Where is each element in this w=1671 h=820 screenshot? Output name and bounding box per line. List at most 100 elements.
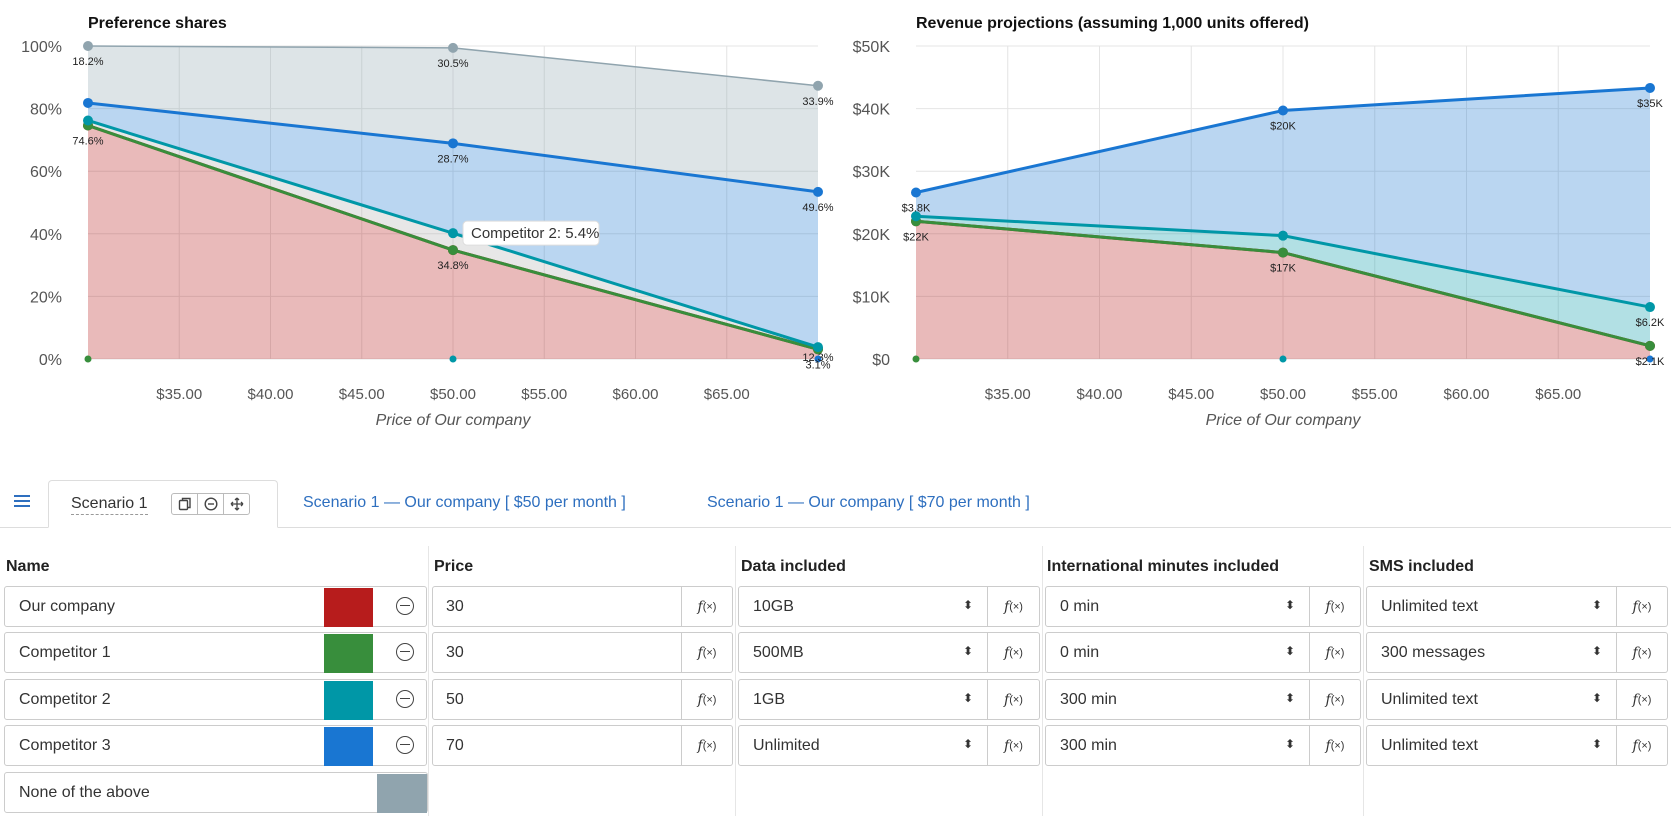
scenario-name[interactable]: Scenario 1	[71, 495, 148, 515]
row-name: Competitor 3	[19, 737, 111, 754]
remove-row-icon[interactable]	[396, 643, 414, 661]
fx-button[interactable]: f (×)	[1617, 679, 1668, 720]
fx-button[interactable]: f (×)	[988, 632, 1040, 673]
data-point	[83, 41, 93, 51]
baseline-point	[1279, 355, 1287, 363]
data-select[interactable]: 500MB ⬍	[738, 632, 988, 673]
x-tick-label: $65.00	[1535, 386, 1581, 403]
select-arrows-icon: ⬍	[963, 737, 974, 751]
fx-button[interactable]: f (×)	[1617, 632, 1668, 673]
data-select[interactable]: Unlimited ⬍	[738, 725, 988, 766]
y-tick-label: 60%	[30, 164, 62, 181]
fx-button[interactable]: f (×)	[988, 586, 1040, 627]
chart-title: Revenue projections (assuming 1,000 unit…	[916, 15, 1309, 32]
price-value: 30	[446, 644, 464, 661]
series-area	[88, 46, 818, 192]
data-select[interactable]: 1GB ⬍	[738, 679, 988, 720]
price-input[interactable]: 50	[432, 679, 682, 720]
price-input[interactable]: 30	[432, 586, 682, 627]
data-point	[813, 186, 823, 197]
data-value: 10GB	[753, 598, 794, 615]
intl-value: 300 min	[1060, 691, 1117, 708]
sms-select[interactable]: Unlimited text ⬍	[1366, 679, 1617, 720]
name-field[interactable]: Our company	[4, 586, 427, 627]
select-arrows-icon: ⬍	[1592, 737, 1603, 751]
intl-select[interactable]: 300 min ⬍	[1045, 725, 1310, 766]
fx-button[interactable]: f (×)	[682, 586, 733, 627]
series-area	[916, 216, 1650, 346]
name-field[interactable]: Competitor 1	[4, 632, 427, 673]
intl-select[interactable]: 0 min ⬍	[1045, 586, 1310, 627]
color-swatch[interactable]	[324, 727, 373, 766]
data-label: $35K	[1637, 98, 1663, 110]
fx-button[interactable]: f (×)	[1617, 586, 1668, 627]
remove-row-icon[interactable]	[396, 736, 414, 754]
tab-scenario-50[interactable]: Scenario 1 — Our company [ $50 per month…	[303, 494, 626, 511]
name-field[interactable]: Competitor 2	[4, 679, 427, 720]
fx-button[interactable]: f (×)	[988, 725, 1040, 766]
tab-tools	[171, 493, 250, 515]
copy-icon[interactable]	[171, 493, 198, 515]
data-label: $17K	[1270, 263, 1296, 275]
fx-button[interactable]: f (×)	[682, 679, 733, 720]
move-icon[interactable]	[223, 493, 250, 515]
minus-circle-icon[interactable]	[197, 493, 224, 515]
data-select[interactable]: 10GB ⬍	[738, 586, 988, 627]
select-arrows-icon: ⬍	[1592, 691, 1603, 705]
x-tick-label: $45.00	[339, 386, 385, 403]
color-swatch[interactable]	[324, 634, 373, 673]
select-arrows-icon: ⬍	[963, 598, 974, 612]
hamburger-icon[interactable]	[14, 492, 36, 512]
tabs-divider	[0, 527, 1671, 528]
intl-select[interactable]: 300 min ⬍	[1045, 679, 1310, 720]
remove-row-icon[interactable]	[396, 690, 414, 708]
baseline-point	[1646, 355, 1654, 363]
fx-button[interactable]: f (×)	[1617, 725, 1668, 766]
x-axis-label: Price of Our company	[376, 412, 532, 429]
data-point	[1278, 230, 1288, 241]
data-label: $2.1K	[1636, 356, 1665, 368]
data-label: $3.8K	[902, 202, 931, 214]
x-tick-label: $35.00	[985, 386, 1031, 403]
fx-button[interactable]: f (×)	[1310, 679, 1361, 720]
price-input[interactable]: 30	[432, 632, 682, 673]
x-tick-label: $60.00	[1444, 386, 1490, 403]
fx-button[interactable]: f (×)	[1310, 586, 1361, 627]
price-input[interactable]: 70	[432, 725, 682, 766]
data-point	[448, 245, 458, 256]
y-tick-label: $0	[872, 352, 890, 369]
none-row[interactable]: None of the above	[4, 772, 428, 813]
y-tick-label: $30K	[853, 164, 891, 181]
remove-row-icon[interactable]	[396, 597, 414, 615]
fx-button[interactable]: f (×)	[682, 725, 733, 766]
fx-button[interactable]: f (×)	[1310, 632, 1361, 673]
header-data: Data included	[741, 558, 846, 575]
color-swatch[interactable]	[377, 774, 427, 813]
tab-scenario-1[interactable]: Scenario 1	[48, 480, 278, 528]
sms-select[interactable]: 300 messages ⬍	[1366, 632, 1617, 673]
fx-button[interactable]: f (×)	[682, 632, 733, 673]
select-arrows-icon: ⬍	[1285, 691, 1296, 705]
data-label: $22K	[903, 231, 929, 243]
data-point	[448, 228, 458, 239]
baseline-point	[84, 355, 92, 363]
intl-value: 300 min	[1060, 737, 1117, 754]
name-field[interactable]: Competitor 3	[4, 725, 427, 766]
revenue-projections-svg: Revenue projections (assuming 1,000 unit…	[853, 15, 1665, 429]
color-swatch[interactable]	[324, 588, 373, 627]
x-axis-label: Price of Our company	[1206, 412, 1362, 429]
intl-select[interactable]: 0 min ⬍	[1045, 632, 1310, 673]
select-arrows-icon: ⬍	[963, 691, 974, 705]
color-swatch[interactable]	[324, 681, 373, 720]
sms-value: Unlimited text	[1381, 598, 1478, 615]
data-label: 49.6%	[802, 202, 833, 214]
sms-select[interactable]: Unlimited text ⬍	[1366, 586, 1617, 627]
tab-scenario-70[interactable]: Scenario 1 — Our company [ $70 per month…	[707, 494, 1030, 511]
fx-button[interactable]: f (×)	[1310, 725, 1361, 766]
column-separator	[1363, 546, 1364, 816]
fx-button[interactable]: f (×)	[988, 679, 1040, 720]
sms-select[interactable]: Unlimited text ⬍	[1366, 725, 1617, 766]
data-value: 1GB	[753, 691, 786, 708]
header-sms: SMS included	[1369, 558, 1474, 575]
y-tick-label: $50K	[853, 39, 891, 56]
